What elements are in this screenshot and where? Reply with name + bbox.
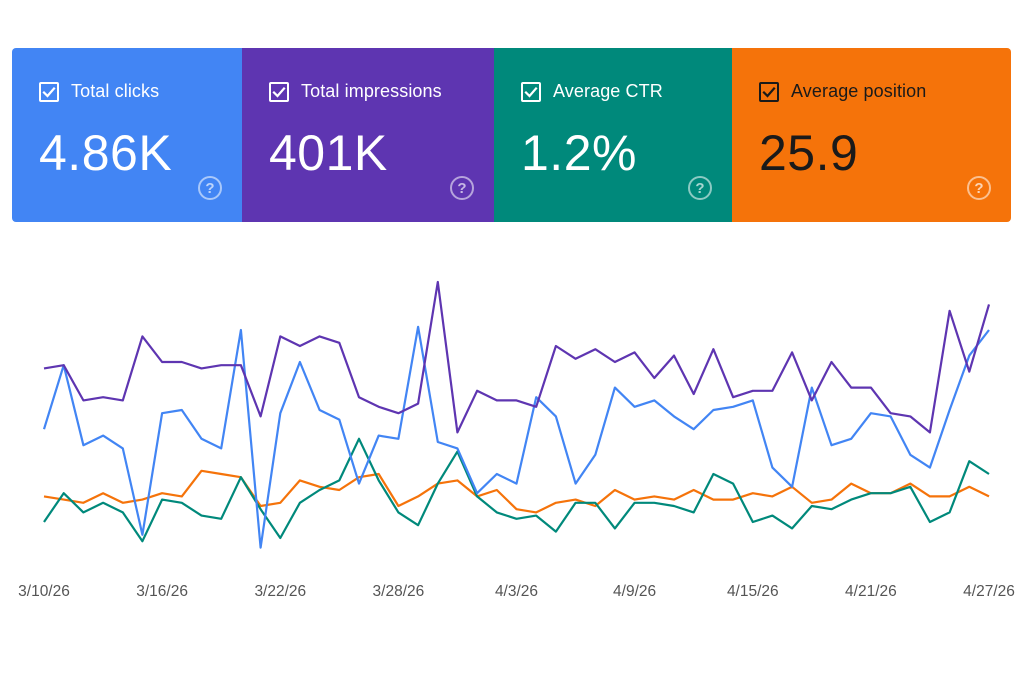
metric-label: Average position	[791, 81, 927, 101]
metric-cards: Total clicks 4.86K? Total impressions 401K?…	[12, 48, 1011, 222]
x-tick-label: 4/15/26	[727, 583, 779, 600]
help-icon[interactable]: ?	[450, 176, 474, 200]
metric-card-ctr[interactable]: Average CTR 1.2%?	[494, 48, 732, 222]
metric-toggle-position[interactable]: Average position	[759, 81, 926, 102]
checkbox-icon[interactable]	[269, 81, 289, 102]
series-line-clicks	[42, 325, 990, 549]
x-tick-label: 4/3/26	[495, 583, 538, 600]
series-line-impressions	[43, 280, 991, 434]
x-tick-label: 3/10/26	[18, 583, 70, 600]
metric-toggle-clicks[interactable]: Total clicks	[39, 81, 159, 102]
check-icon	[42, 86, 56, 98]
checkbox-icon[interactable]	[759, 81, 779, 102]
series-line-position	[43, 469, 990, 514]
help-icon[interactable]: ?	[967, 176, 991, 200]
help-icon[interactable]: ?	[198, 176, 222, 200]
x-tick-label: 4/9/26	[613, 583, 656, 600]
chart-lines	[42, 280, 991, 549]
x-tick-label: 3/28/26	[373, 583, 425, 600]
metric-toggle-ctr[interactable]: Average CTR	[521, 81, 663, 102]
metric-value: 1.2%	[521, 125, 637, 181]
metric-value: 4.86K	[39, 125, 173, 181]
metric-card-clicks[interactable]: Total clicks 4.86K?	[12, 48, 242, 222]
x-tick-label: 3/16/26	[136, 583, 188, 600]
x-tick-label: 3/22/26	[254, 583, 306, 600]
checkbox-icon[interactable]	[521, 81, 541, 102]
series-line-ctr	[43, 437, 990, 543]
metric-value: 401K	[269, 125, 388, 181]
check-icon	[524, 86, 538, 98]
check-icon	[762, 86, 776, 98]
metric-label: Average CTR	[553, 81, 663, 101]
metric-card-position[interactable]: Average position 25.9?	[732, 48, 1011, 222]
metric-card-impressions[interactable]: Total impressions 401K?	[242, 48, 494, 222]
x-axis-ticks: 3/10/26 3/16/26 3/22/26 3/28/26 4/3/26 4/9/26…	[18, 583, 1015, 600]
metric-toggle-impressions[interactable]: Total impressions	[269, 81, 442, 102]
check-icon	[272, 86, 286, 98]
metric-label: Total clicks	[71, 81, 160, 101]
checkbox-icon[interactable]	[39, 81, 59, 102]
x-tick-label: 4/27/26	[963, 583, 1015, 600]
help-icon[interactable]: ?	[688, 176, 712, 200]
metric-value: 25.9	[759, 125, 859, 181]
x-tick-label: 4/21/26	[845, 583, 897, 600]
metric-label: Total impressions	[301, 81, 442, 101]
